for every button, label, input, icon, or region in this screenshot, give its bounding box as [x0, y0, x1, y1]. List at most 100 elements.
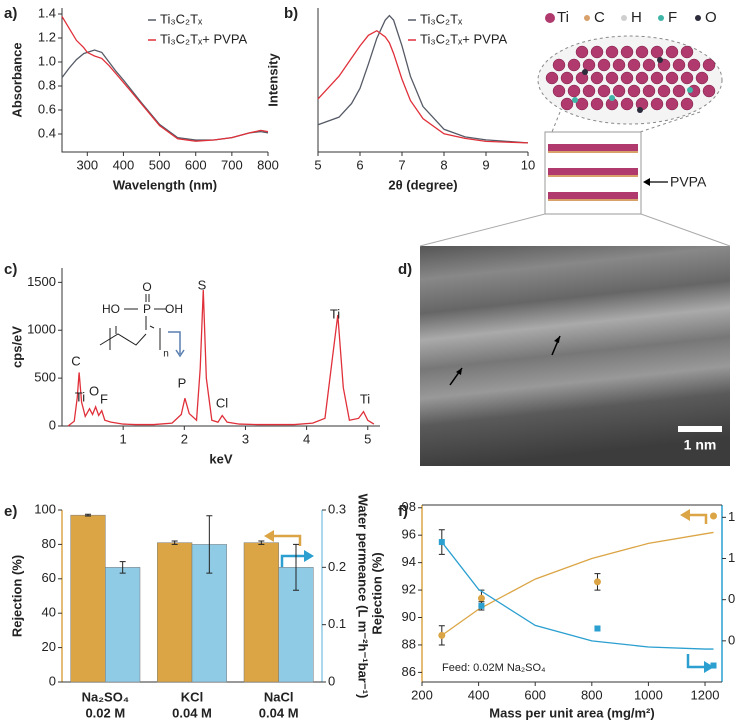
x-tick-label: 8: [440, 157, 447, 172]
axis-arrows: [264, 509, 714, 673]
point: [477, 594, 485, 602]
x-tick-label: KCl: [181, 689, 203, 704]
atom: [642, 58, 656, 72]
panel-label: b): [284, 5, 298, 22]
y2-tick-label: 0.4: [728, 632, 736, 647]
line: [61, 49, 269, 141]
legend-label: Ti₃C₂Tₓ+ PVPA: [420, 31, 508, 46]
error-bar: [293, 543, 299, 591]
legend-dot: [584, 15, 590, 21]
atom: [680, 97, 694, 111]
error-bar: [171, 540, 178, 545]
x-tick-label: 200: [411, 687, 433, 702]
x-tick-label: 10: [521, 157, 535, 172]
structure-label: n: [163, 349, 169, 360]
error-bar: [206, 515, 213, 574]
atom: [687, 87, 693, 93]
atom: [605, 45, 619, 59]
atom: [657, 57, 663, 63]
y2-axis-label: Water permeance (L m⁻²h⁻¹bar⁻¹): [356, 494, 371, 699]
atom: [582, 69, 588, 75]
x-tick-label: 7: [398, 157, 405, 172]
x-tick-label: 9: [482, 157, 489, 172]
atom: [665, 97, 679, 111]
x-tick-sublabel: 0.04 M: [259, 705, 299, 720]
y-tick-label: 90: [402, 609, 416, 624]
atom: [597, 84, 611, 98]
panel-label: d): [398, 261, 412, 278]
atom: [650, 71, 664, 85]
atom: [665, 71, 679, 85]
point: [438, 539, 445, 546]
y-axis-label: Rejection (%): [369, 552, 384, 634]
legend-dot: [658, 15, 664, 21]
legend-label: C: [594, 9, 605, 26]
y2-tick-label: 1.2: [728, 550, 736, 565]
x-tick-label: 5: [314, 157, 321, 172]
x-tick-label: 5: [364, 431, 371, 446]
y2-tick-label: 0: [328, 673, 335, 688]
panel-label: e): [4, 503, 17, 520]
y2-tick-label: 0.3: [328, 501, 346, 516]
x-tick-label: 700: [221, 157, 243, 172]
y-tick-label: 98: [402, 499, 416, 514]
legend-label: Ti: [557, 9, 569, 26]
y-tick-label: 88: [402, 636, 416, 651]
x-tick-label: 400: [113, 157, 135, 172]
point: [594, 625, 601, 632]
y-tick-label: 1.4: [38, 5, 56, 20]
legend-dot: [695, 15, 701, 21]
y-tick-label: 1000: [27, 322, 56, 337]
y-tick-label: 60: [42, 570, 56, 585]
atom: [702, 84, 716, 98]
atom: [590, 97, 604, 111]
atom: [575, 97, 589, 111]
x-axis-label: Mass per unit area (mg/m²): [489, 705, 654, 720]
atom: [650, 45, 664, 59]
atom: [672, 84, 686, 98]
atom: [642, 84, 656, 98]
y-tick-label: 80: [42, 536, 56, 551]
atom: [552, 84, 566, 98]
x-tick-label: 1000: [634, 687, 663, 702]
y-tick-label: 1.2: [38, 29, 56, 44]
x-tick-label: 300: [76, 157, 98, 172]
y-tick-label: 100: [34, 501, 56, 516]
y-axis-label: Rejection (%): [9, 555, 24, 637]
x-tick-label: 600: [185, 157, 207, 172]
line: [317, 29, 529, 144]
atom: [665, 45, 679, 59]
point: [593, 578, 601, 586]
atom: [627, 58, 641, 72]
peak-label: Ti: [330, 306, 340, 321]
structure-arrow: [168, 331, 185, 358]
error-bar: [119, 561, 126, 574]
atom: [620, 97, 634, 111]
peak-label: Ti: [75, 389, 85, 404]
bar: [70, 514, 106, 683]
atom: [657, 84, 671, 98]
atom: [650, 97, 664, 111]
structure-label: HO: [102, 302, 120, 316]
x-tick-label: 4: [303, 431, 310, 446]
atom: [597, 58, 611, 72]
y-tick-label: 20: [42, 639, 56, 654]
peak-label: S: [198, 277, 207, 292]
legend-label: H: [631, 9, 642, 26]
atom: [627, 84, 641, 98]
panel-label: a): [4, 5, 17, 22]
legend-label: Ti₃C₂Tₓ+ PVPA: [160, 31, 248, 46]
atom: [582, 58, 596, 72]
legend-label: Ti₃C₂Tₓ: [420, 11, 463, 26]
bar: [157, 542, 193, 683]
scale-bar-label: 1 nm: [684, 437, 717, 453]
y-tick-label: 0: [49, 417, 56, 432]
y-tick-label: 500: [34, 370, 56, 385]
y2-tick-label: 1.6: [728, 509, 736, 524]
point: [478, 602, 485, 609]
scale-bar: [678, 426, 722, 432]
atom: [695, 71, 709, 85]
legend-dot: [621, 15, 627, 21]
atom: [590, 71, 604, 85]
